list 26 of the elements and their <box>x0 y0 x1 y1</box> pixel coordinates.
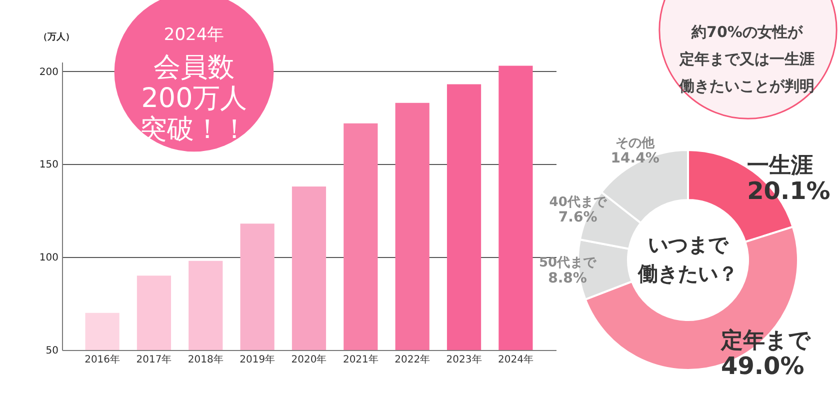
y-tick-label: 50 <box>46 346 58 356</box>
y-axis-title: （万人） <box>38 32 74 42</box>
x-tick-label: 2021年 <box>342 354 378 366</box>
y-tick-label: 150 <box>39 160 58 171</box>
text: いつまで働きたい？ <box>637 232 738 286</box>
text: 2024年 <box>164 25 224 45</box>
slice-label: 定年まで <box>720 327 812 354</box>
x-tick-label: 2023年 <box>446 354 482 366</box>
data-label: 8.8% <box>548 270 587 286</box>
x-tick-label: 2022年 <box>394 354 430 366</box>
data-label: 7.6% <box>558 210 598 226</box>
y-tick-label: 100 <box>39 252 58 264</box>
slice-label: 40代まで <box>549 194 608 210</box>
text: 約70%の女性が定年まで又は一生涯働きたいことが判明 <box>678 23 814 95</box>
y-tick-label: 200 <box>39 66 58 78</box>
x-tick-label: 2017年 <box>136 354 172 366</box>
x-tick-label: 2016年 <box>84 354 120 366</box>
x-tick-label: 2019年 <box>240 354 276 366</box>
slice-label: その他 <box>616 136 656 152</box>
x-tick-label: 2024年 <box>498 354 534 366</box>
data-label: 14.4% <box>610 150 660 167</box>
slice-label: 一生涯 <box>747 153 814 178</box>
slice-label: 50代まで <box>538 256 598 271</box>
data-label: 49.0% <box>721 352 804 380</box>
x-tick-label: 2018年 <box>188 354 224 366</box>
x-tick-label: 2020年 <box>291 354 327 366</box>
